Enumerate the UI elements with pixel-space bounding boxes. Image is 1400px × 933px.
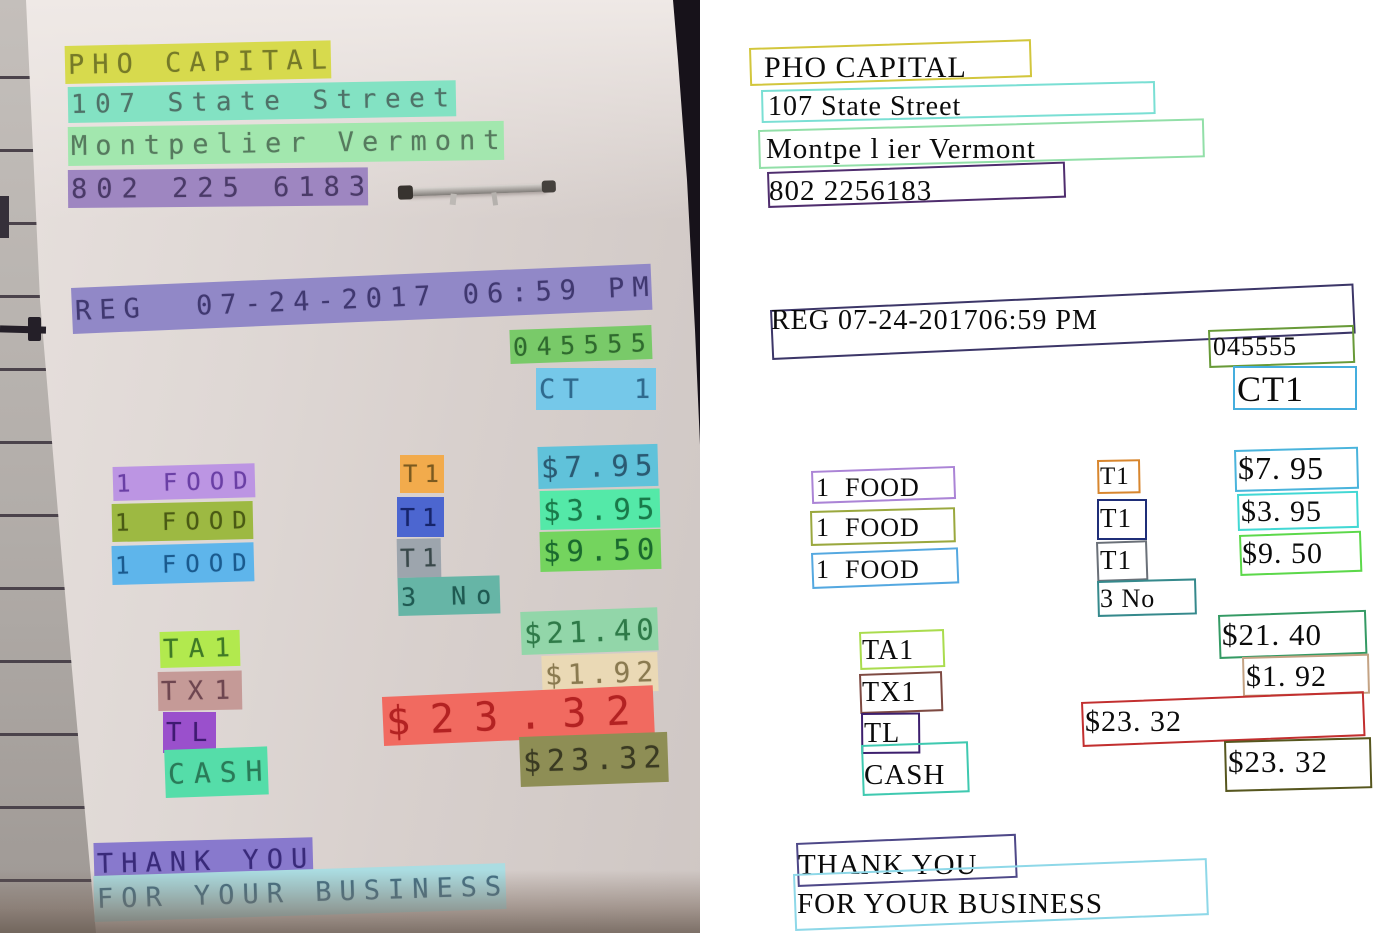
ocr-text-footer-2: FOR YOUR BUSINESS	[797, 888, 1103, 920]
ocr-text-tax-flag-1: T1	[1100, 463, 1130, 490]
staple-leg	[449, 193, 457, 206]
highlight-total-label: TL	[163, 712, 216, 753]
staple-end	[397, 185, 414, 200]
ocr-text-total-label: TL	[864, 718, 901, 749]
ocr-text-ct-line: CT1	[1237, 369, 1305, 409]
highlight-subtotal-label: TA1	[159, 629, 241, 668]
highlight-reg-line: REG 07-24-2017 06:59 PM	[71, 263, 657, 334]
ocr-text-tax-label: TX1	[862, 677, 917, 708]
highlight-price-2: $3.95	[539, 488, 661, 530]
ocr-text-footer-1: THANK YOU	[798, 849, 978, 881]
ocr-text-tax-amount: $1. 92	[1246, 660, 1327, 693]
ocr-text-item-3: 1 FOOD	[816, 555, 920, 584]
ocr-box-tax-flag-2	[1097, 499, 1147, 540]
ocr-text-total: $23. 32	[1085, 705, 1182, 738]
ocr-text-item-1: 1 FOOD	[816, 473, 920, 502]
highlight-price-1: $7.95	[537, 443, 659, 489]
photo-bottom-shadow	[0, 870, 700, 933]
ocr-text-subtotal-label: TA1	[862, 635, 915, 666]
highlight-store-name: PHO CAPITAL	[64, 40, 335, 84]
staple-end	[541, 180, 557, 193]
highlight-tax-flag-3: T1	[396, 538, 444, 578]
highlight-item-note: 3 No	[397, 575, 502, 616]
receipt-photo: PHO CAPITAL 107 State Street Montpelier Ve…	[0, 0, 700, 933]
ocr-text-tax-flag-3: T1	[1100, 545, 1132, 575]
ocr-text-store-name: PHO CAPITAL	[764, 51, 967, 84]
highlight-item-2: 1 FOOD	[111, 501, 256, 542]
ocr-text-price-1: $7. 95	[1238, 450, 1324, 486]
highlight-item-3: 1 FOOD	[111, 542, 256, 585]
ocr-text-phone: 802 2256183	[769, 175, 933, 207]
ocr-text-reg-line: REG 07-24-201706:59 PM	[771, 305, 1098, 336]
staple-bar	[405, 183, 548, 197]
highlight-city: Montpelier Vermont	[67, 120, 508, 166]
ocr-text-tax-flag-2: T1	[1100, 503, 1132, 533]
ocr-text-item-note: 3 No	[1100, 584, 1156, 613]
ocr-text-subtotal: $21. 40	[1222, 617, 1322, 652]
ocr-result-canvas: PHO CAPITAL 107 State Street Montpe l ier …	[700, 0, 1400, 933]
ocr-text-address: 107 State Street	[768, 91, 962, 122]
highlight-item-1: 1 FOOD	[112, 463, 257, 501]
highlight-address: 107 State Street	[67, 80, 458, 123]
notebook-ink-mark	[28, 317, 41, 341]
highlight-tax-label: TX1	[157, 670, 243, 711]
highlight-price-3: $9.50	[539, 528, 662, 572]
ocr-text-price-3: $9. 50	[1242, 537, 1323, 570]
highlight-tax-flag-2: T1	[397, 497, 444, 537]
staple-leg	[491, 192, 499, 206]
highlight-tender-label: CASH	[164, 746, 272, 798]
ocr-text-receipt-number: 045555	[1213, 332, 1297, 361]
highlight-receipt-number: 045555	[509, 325, 655, 364]
highlight-tender: $23.32	[519, 731, 669, 787]
highlight-ct-line: CT 1	[536, 368, 656, 410]
ocr-text-price-2: $3. 95	[1241, 495, 1322, 528]
staple	[397, 177, 557, 208]
highlight-subtotal: $21.40	[520, 607, 659, 655]
highlight-tax-flag-1: T1	[400, 455, 444, 493]
ocr-text-tender-label: CASH	[864, 759, 946, 791]
ocr-text-city: Montpe l ier Vermont	[766, 133, 1036, 165]
ocr-box-ct-line	[1233, 366, 1357, 410]
ocr-text-tender: $23. 32	[1228, 744, 1328, 779]
ocr-text-item-2: 1 FOOD	[816, 513, 920, 542]
highlight-phone: 802 225 6183	[67, 167, 374, 208]
notebook-ink-mark	[0, 196, 9, 238]
